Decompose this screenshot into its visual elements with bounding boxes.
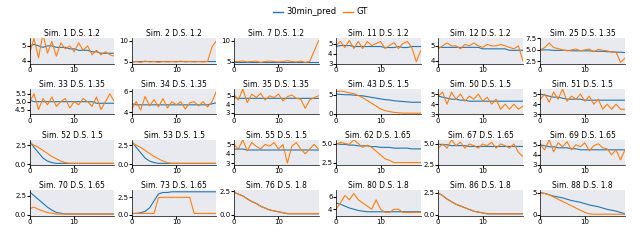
Title: Sim. 33 D.S. 1.35: Sim. 33 D.S. 1.35: [39, 80, 105, 89]
Title: Sim. 50 D.S. 1.5: Sim. 50 D.S. 1.5: [450, 80, 511, 89]
Title: Sim. 12 D.S. 1.2: Sim. 12 D.S. 1.2: [450, 29, 511, 38]
Title: Sim. 7 D.S. 1.2: Sim. 7 D.S. 1.2: [248, 29, 304, 38]
Title: Sim. 43 D.S. 1.5: Sim. 43 D.S. 1.5: [348, 80, 409, 89]
Title: Sim. 1 D.S. 1.2: Sim. 1 D.S. 1.2: [44, 29, 100, 38]
Title: Sim. 35 D.S. 1.35: Sim. 35 D.S. 1.35: [243, 80, 309, 89]
Title: Sim. 55 D.S. 1.5: Sim. 55 D.S. 1.5: [246, 131, 307, 140]
Title: Sim. 25 D.S. 1.35: Sim. 25 D.S. 1.35: [550, 29, 616, 38]
Title: Sim. 67 D.S. 1.65: Sim. 67 D.S. 1.65: [447, 131, 513, 140]
Title: Sim. 69 D.S. 1.65: Sim. 69 D.S. 1.65: [550, 131, 616, 140]
Title: Sim. 76 D.S. 1.8: Sim. 76 D.S. 1.8: [246, 181, 307, 190]
Title: Sim. 70 D.S. 1.65: Sim. 70 D.S. 1.65: [39, 181, 105, 190]
Title: Sim. 2 D.S. 1.2: Sim. 2 D.S. 1.2: [146, 29, 202, 38]
Title: Sim. 11 D.S. 1.2: Sim. 11 D.S. 1.2: [348, 29, 409, 38]
Title: Sim. 73 D.S. 1.65: Sim. 73 D.S. 1.65: [141, 181, 207, 190]
Title: Sim. 62 D.S. 1.65: Sim. 62 D.S. 1.65: [346, 131, 412, 140]
Title: Sim. 80 D.S. 1.8: Sim. 80 D.S. 1.8: [348, 181, 409, 190]
Title: Sim. 34 D.S. 1.35: Sim. 34 D.S. 1.35: [141, 80, 207, 89]
Title: Sim. 88 D.S. 1.8: Sim. 88 D.S. 1.8: [552, 181, 613, 190]
Title: Sim. 86 D.S. 1.8: Sim. 86 D.S. 1.8: [450, 181, 511, 190]
Title: Sim. 51 D.S. 1.5: Sim. 51 D.S. 1.5: [552, 80, 613, 89]
Legend: 30min_pred, GT: 30min_pred, GT: [269, 4, 371, 20]
Title: Sim. 53 D.S. 1.5: Sim. 53 D.S. 1.5: [143, 131, 205, 140]
Title: Sim. 52 D.S. 1.5: Sim. 52 D.S. 1.5: [42, 131, 102, 140]
